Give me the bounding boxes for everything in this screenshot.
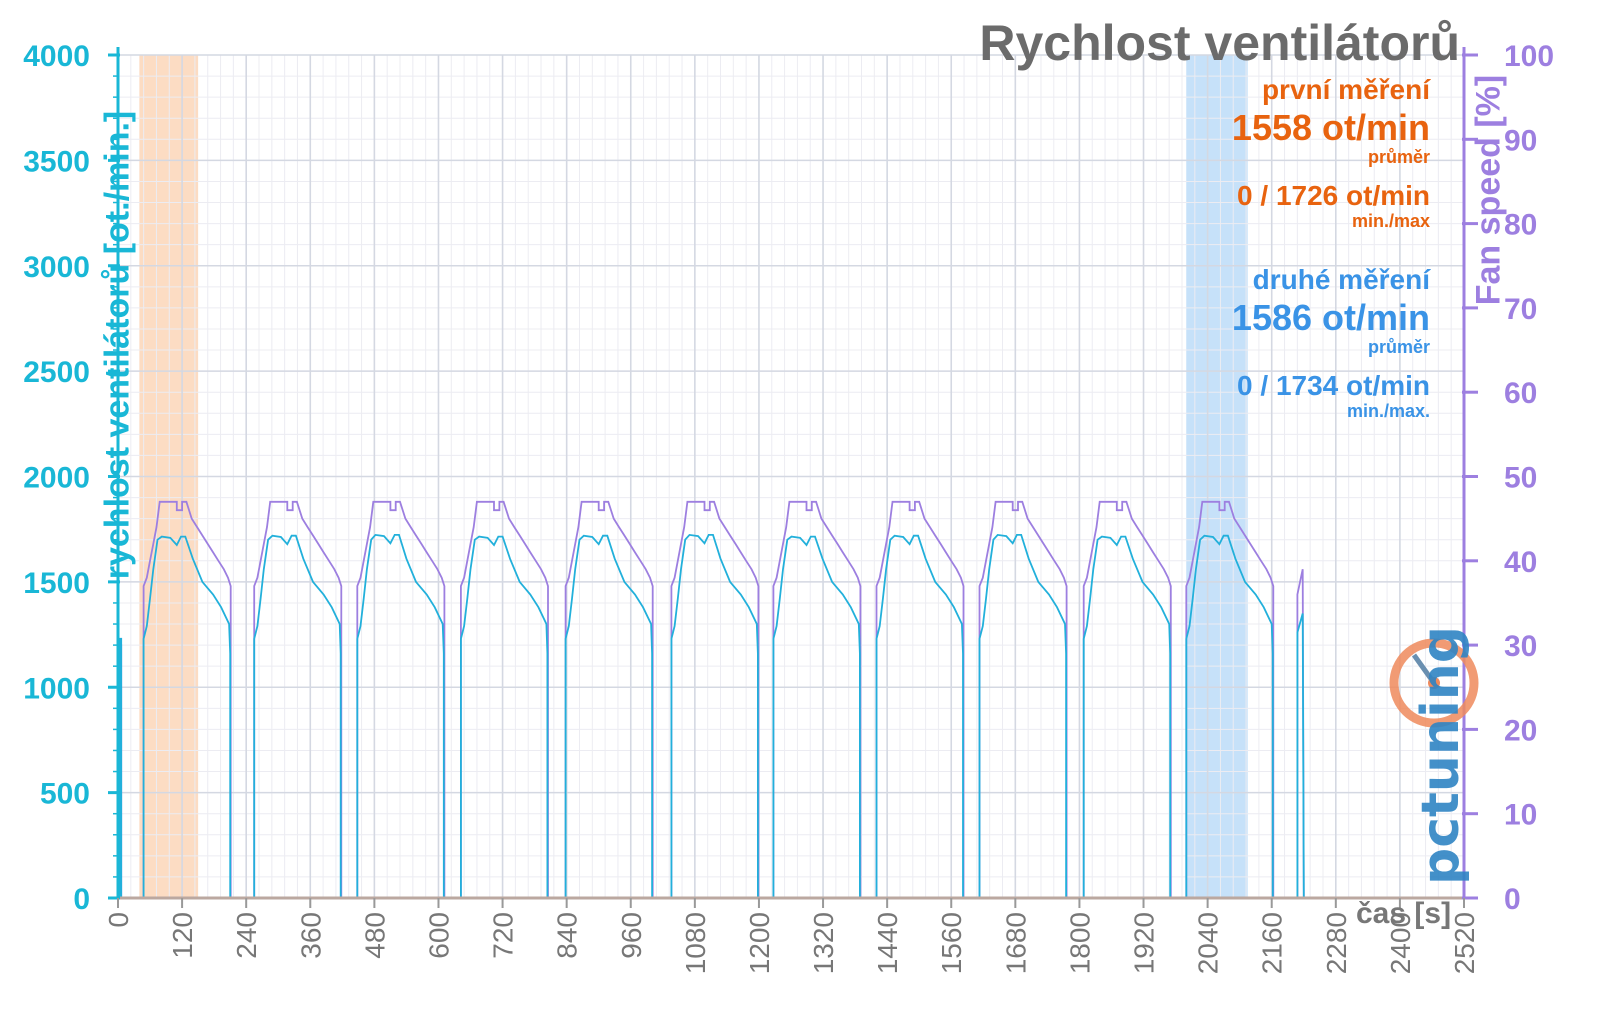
left-axis-label: rychlost ventilátorů [ot./min.] (98, 110, 137, 580)
x-axis-tick-label: 1560 (936, 912, 967, 974)
right-axis-label: Fan speed [%] (1469, 74, 1508, 306)
x-axis-tick-label: 1800 (1064, 912, 1095, 974)
first-measurement-stats: první měření 1558 ot/min průměr 0 / 1726… (1231, 74, 1430, 231)
left-axis-tick-label: 4000 (23, 40, 90, 73)
left-axis-tick-label: 0 (73, 883, 90, 916)
chart-title: Rychlost ventilátorů (979, 15, 1460, 71)
first-measurement-minmax-label: min./max (1351, 211, 1430, 231)
right-axis-tick-label: 30 (1504, 630, 1537, 663)
second-measurement-heading: druhé měření (1252, 264, 1430, 295)
logo-text: pctuning (1411, 626, 1471, 885)
right-axis-tick-label: 50 (1504, 462, 1537, 495)
x-axis-tick-label: 1440 (872, 912, 903, 974)
x-axis-tick-label: 960 (616, 912, 647, 959)
x-axis-tick-label: 120 (167, 912, 198, 959)
x-axis-tick-label: 1200 (744, 912, 775, 974)
x-axis-tick-label: 840 (552, 912, 583, 959)
second-measurement-minmax: 0 / 1734 ot/min (1237, 370, 1430, 401)
second-measurement-average: 1586 ot/min (1231, 297, 1430, 338)
x-axis-tick-label: 1080 (680, 912, 711, 974)
right-axis-tick-label: 70 (1504, 293, 1537, 326)
right-axis-tick-label: 100 (1504, 40, 1554, 73)
x-axis-tick-label: 2280 (1321, 912, 1352, 974)
left-axis-tick-label: 2500 (23, 356, 90, 389)
x-axis-tick-label: 2520 (1449, 912, 1480, 974)
right-axis-tick-label: 20 (1504, 714, 1537, 747)
left-axis-tick-label: 500 (40, 778, 90, 811)
left-axis-tick-label: 1500 (23, 567, 90, 600)
right-axis-tick-label: 40 (1504, 546, 1537, 579)
second-measurement-minmax-label: min./max. (1346, 401, 1430, 421)
second-measurement-average-label: průměr (1367, 337, 1430, 357)
left-axis-tick-label: 1000 (23, 672, 90, 705)
first-measurement-minmax: 0 / 1726 ot/min (1237, 180, 1430, 211)
x-axis-tick-label: 2040 (1193, 912, 1224, 974)
first-measurement-heading: první měření (1261, 74, 1430, 105)
right-axis-tick-label: 0 (1504, 883, 1521, 916)
second-measurement-stats: druhé měření 1586 ot/min průměr 0 / 1734… (1231, 264, 1430, 421)
x-axis-tick-label: 1680 (1000, 912, 1031, 974)
x-axis-tick-label: 480 (359, 912, 390, 959)
pctuning-logo: pctuning (1389, 626, 1479, 885)
right-axis-tick-label: 90 (1504, 124, 1537, 157)
left-axis-tick-label: 2000 (23, 462, 90, 495)
x-axis-tick-label: 600 (423, 912, 454, 959)
right-axis-tick-label: 10 (1504, 799, 1537, 832)
left-axis-tick-label: 3000 (23, 251, 90, 284)
x-axis-tick-label: 0 (103, 912, 134, 928)
series-fan-rpm (118, 533, 1451, 899)
right-axis-tick-label: 80 (1504, 209, 1537, 242)
left-axis-tick-label: 3500 (23, 145, 90, 178)
first-measurement-average-label: průměr (1367, 147, 1430, 167)
x-axis-tick-label: 1920 (1129, 912, 1160, 974)
x-axis-tick-label: 2160 (1257, 912, 1288, 974)
series-fan-speed-percent (118, 500, 1311, 899)
x-axis-tick-label: 2400 (1385, 912, 1416, 974)
first-measurement-average: 1558 ot/min (1231, 107, 1430, 148)
x-axis-tick-label: 360 (295, 912, 326, 959)
x-axis-tick-label: 1320 (808, 912, 839, 974)
x-axis-tick-label: 240 (231, 912, 262, 959)
right-axis-tick-label: 60 (1504, 377, 1537, 410)
x-axis-label: čas [s] (1356, 897, 1452, 930)
x-axis-tick-label: 720 (488, 912, 519, 959)
